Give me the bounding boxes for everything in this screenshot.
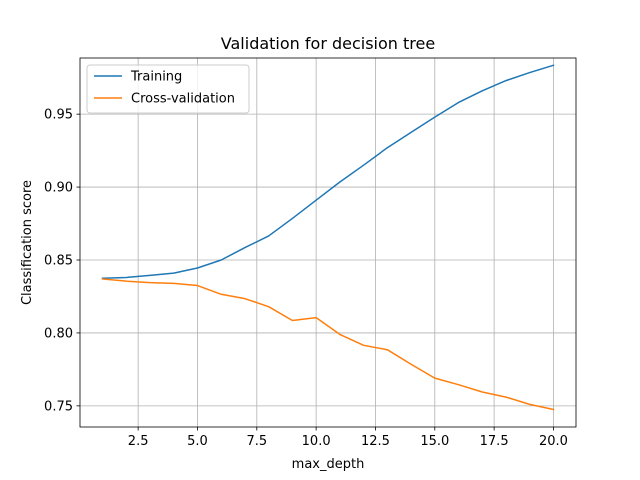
series-lines xyxy=(101,64,555,411)
y-axis-label: Classification score xyxy=(20,180,35,305)
x-axis-label: max_depth xyxy=(292,457,365,472)
y-tick-label: 0.95 xyxy=(44,108,73,123)
legend: Training Cross-validation xyxy=(86,64,250,114)
x-tick-label: 15.0 xyxy=(420,434,449,449)
x-tick-label: 12.5 xyxy=(361,434,390,449)
y-tick-label: 0.90 xyxy=(44,181,73,196)
x-tick-label: 10.0 xyxy=(302,434,331,449)
legend-label-training: Training xyxy=(130,70,182,85)
y-tick-label: 0.75 xyxy=(44,399,73,414)
x-tick-label: 17.5 xyxy=(480,434,509,449)
series-line-cross-validation xyxy=(101,278,555,411)
x-tick-label: 2.5 xyxy=(128,434,149,449)
legend-label-cross-validation: Cross-validation xyxy=(131,92,235,107)
y-axis-ticks: 0.75 0.80 0.85 0.90 0.95 xyxy=(44,108,80,414)
plot-area-frame xyxy=(79,57,577,428)
x-tick-label: 7.5 xyxy=(246,434,267,449)
x-tick-label: 20.0 xyxy=(539,434,568,449)
y-tick-label: 0.85 xyxy=(44,254,73,269)
y-tick-label: 0.80 xyxy=(44,326,73,341)
chart-title: Validation for decision tree xyxy=(221,34,435,53)
series-line-training xyxy=(101,64,555,280)
x-tick-label: 5.0 xyxy=(187,434,208,449)
x-axis-ticks: 2.5 5.0 7.5 10.0 12.5 15.0 17.5 20.0 xyxy=(128,427,568,449)
legend-box xyxy=(86,64,250,114)
